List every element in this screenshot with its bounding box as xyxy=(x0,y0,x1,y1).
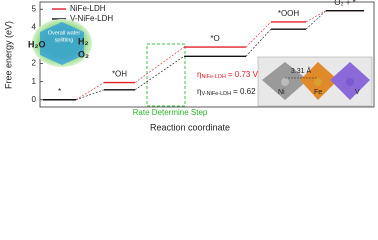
state-label: *OH xyxy=(112,70,127,79)
h2: H₂ xyxy=(78,36,89,46)
atom xyxy=(314,78,322,86)
y-tick-label: 4 xyxy=(32,22,37,31)
connector xyxy=(245,21,272,48)
atom xyxy=(281,78,289,86)
eta-sub: V-NiFe-LDH xyxy=(201,91,231,97)
connector xyxy=(75,82,105,101)
inset-title: splitting xyxy=(55,37,74,43)
connector xyxy=(75,89,105,101)
v-label: V xyxy=(355,89,360,96)
distance-label: 3.31 Å xyxy=(291,66,312,75)
connector xyxy=(134,46,185,83)
o2: O₂ xyxy=(78,49,89,59)
eta-symbol: η xyxy=(197,87,201,96)
fe-label: Fe xyxy=(314,89,322,96)
eta-vnife: ηV-NiFe-LDH = 0.62 V xyxy=(197,87,264,97)
state-label: * xyxy=(58,87,61,96)
y-axis-label: Free energy (eV) xyxy=(3,21,13,89)
rds-box xyxy=(146,43,186,107)
eta-nife: ηNiFe-LDH = 0.73 V xyxy=(197,70,259,80)
state-label: O₂ + * xyxy=(334,0,356,7)
legend-label: V-NiFe-LDH xyxy=(70,14,113,23)
atom xyxy=(346,78,354,86)
hexagon xyxy=(40,22,84,65)
connector xyxy=(245,28,272,57)
y-tick-label: 1 xyxy=(32,77,37,86)
state-label: *OOH xyxy=(278,9,300,18)
connector xyxy=(305,10,327,23)
eta-sub: NiFe-LDH xyxy=(201,74,225,80)
eta-text: = 0.73 V xyxy=(228,70,259,79)
ni-label: Ni xyxy=(278,89,285,96)
chart: Free energy (eV) Reaction coordinate Rat… xyxy=(3,0,375,132)
connector xyxy=(305,10,327,30)
rds-label: Rate Determine Step xyxy=(133,108,208,117)
x-axis-label: Reaction coordinate xyxy=(150,122,230,132)
eta-text: = 0.62 V xyxy=(233,87,264,96)
legend-label: NiFe-LDH xyxy=(70,4,106,13)
inset-title: Overall water xyxy=(48,30,81,36)
h2o: H₂O xyxy=(28,39,46,49)
connector xyxy=(134,56,185,91)
state-label: *O xyxy=(210,34,219,43)
inset-structure: 3.31 Å Ni Fe V xyxy=(257,56,373,107)
y-tick-label: 0 xyxy=(32,95,37,104)
eta-symbol: η xyxy=(197,70,201,79)
y-tick-label: 5 xyxy=(32,4,37,13)
inset-water: Overall water splitting H₂O H₂ O₂ xyxy=(28,19,92,67)
y-tick-label: 2 xyxy=(32,59,37,68)
